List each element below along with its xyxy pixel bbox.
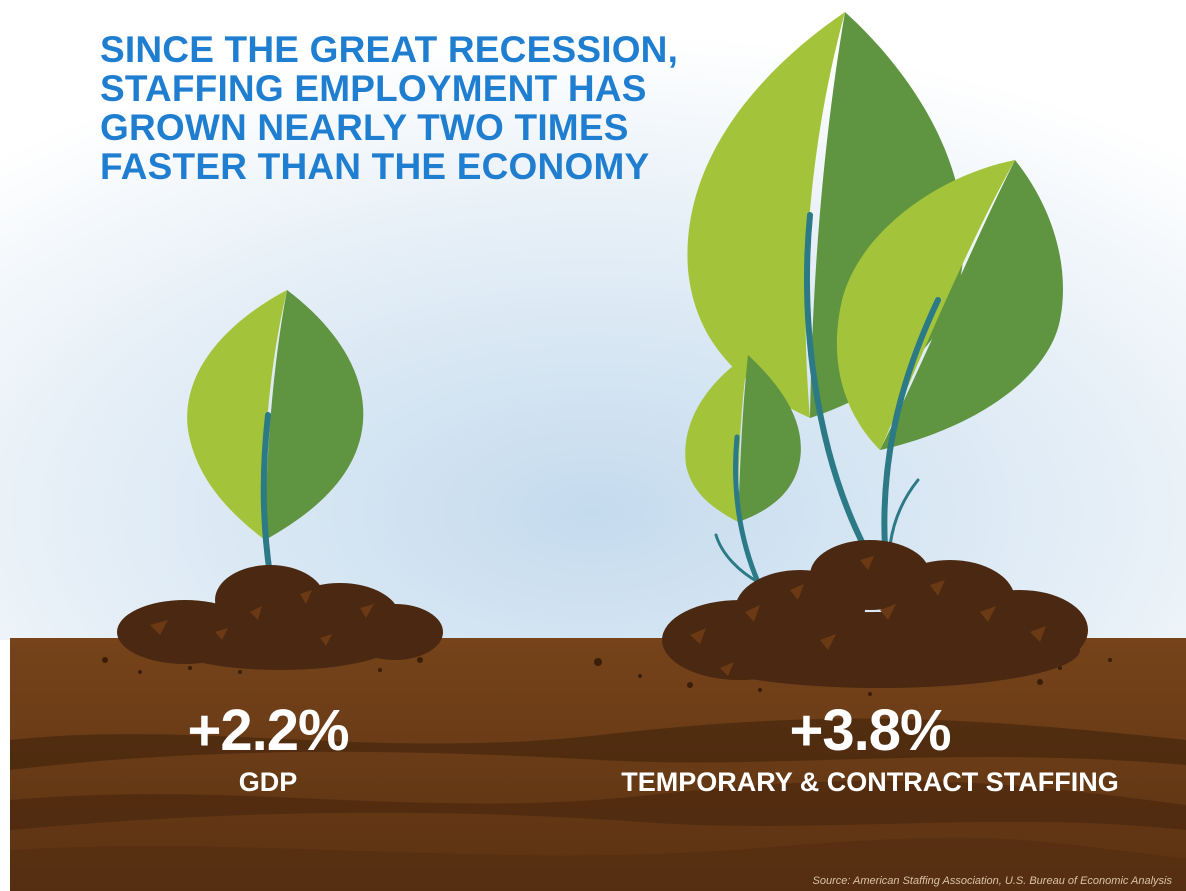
stem-tall [804, 212, 868, 551]
stat-gdp-label: GDP [238, 767, 298, 797]
small-stem [260, 412, 273, 578]
big-plant [685, 12, 1063, 585]
small-leaf-dark [265, 290, 364, 540]
stat-gdp-value: +2.2% [187, 698, 349, 763]
stat-staffing-label: TEMPORARY & CONTRACT STAFFING [621, 767, 1119, 797]
stat-staffing-value: +3.8% [789, 698, 951, 763]
stat-gdp: +2.2% GDP [168, 700, 368, 798]
tall-leaf-light [687, 12, 845, 418]
stem-left [733, 434, 761, 585]
headline-line-3: GROWN NEARLY TWO TIMES [100, 107, 629, 148]
small-plant [187, 290, 364, 578]
right-leaf-light [836, 160, 1015, 450]
tendril-right [888, 478, 920, 548]
tendril-left [714, 533, 760, 584]
small-soil-mound [117, 565, 443, 670]
headline-line-2: STAFFING EMPLOYMENT HAS [100, 68, 647, 109]
right-leaf-dark [880, 160, 1063, 450]
headline-line-4: FASTER THAN THE ECONOMY [100, 146, 650, 187]
stat-staffing: +3.8% TEMPORARY & CONTRACT STAFFING [596, 700, 1144, 798]
headline-line-1: SINCE THE GREAT RECESSION, [100, 29, 679, 70]
stem-right [881, 297, 941, 551]
headline: SINCE THE GREAT RECESSION, STAFFING EMPL… [100, 29, 679, 187]
source-note: Source: American Staffing Association, U… [812, 875, 1173, 887]
big-soil-mound [662, 540, 1088, 688]
left-leaf-dark [738, 355, 801, 522]
left-leaf-light [685, 355, 748, 522]
